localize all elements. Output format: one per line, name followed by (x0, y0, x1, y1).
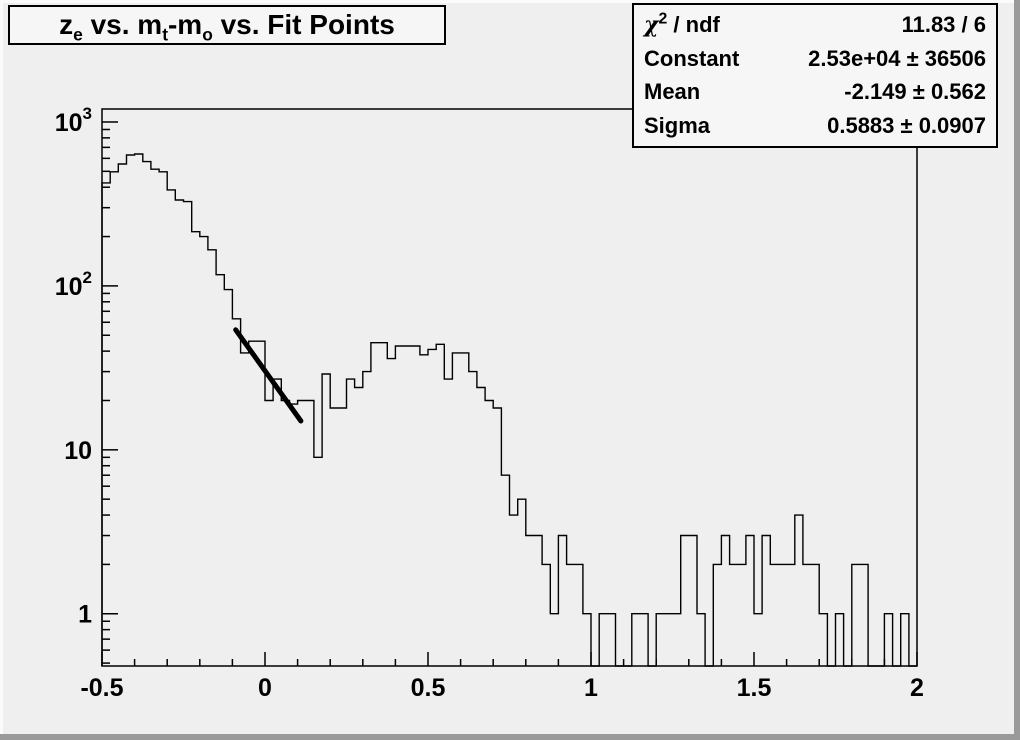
x-tick-label: 1 (584, 674, 598, 702)
title-part: vs. Fit Points (212, 9, 395, 40)
title-part: -m (167, 9, 203, 40)
stats-value-constant: 2.53e+04 ± 36506 (808, 45, 986, 71)
y-tick-label: 103 (55, 104, 92, 137)
plot-title-box: ze vs. mt-mo vs. Fit Points (8, 5, 446, 45)
canvas-bevel-bottom (0, 734, 1020, 740)
stats-row-sigma: Sigma 0.5883 ± 0.0907 (644, 113, 986, 139)
stats-label-sigma: Sigma (644, 113, 711, 139)
stats-value-sigma: 0.5883 ± 0.0907 (827, 113, 986, 139)
histogram-line (101, 153, 917, 667)
y-tick-label: 102 (55, 268, 92, 301)
x-tick-label: -0.5 (80, 674, 123, 702)
chi-rest: / ndf (667, 11, 720, 37)
stats-value-mean: -2.149 ± 0.562 (844, 79, 986, 105)
stats-value-chi2: 11.83 / 6 (901, 11, 986, 37)
stats-row-chi2: χ2 / ndf 11.83 / 6 (644, 10, 986, 38)
stats-row-constant: Constant 2.53e+04 ± 36506 (644, 46, 986, 72)
stats-label-constant: Constant (644, 45, 740, 71)
title-part: vs. m (82, 9, 163, 40)
y-tick-label: 10 (64, 437, 92, 465)
title-subscript: t (162, 24, 168, 45)
x-tick-label: 2 (910, 674, 924, 702)
chi-symbol: χ (644, 11, 659, 38)
canvas-bevel-top (0, 0, 1020, 3)
x-tick-label: 0.5 (411, 674, 446, 702)
x-tick-label: 1.5 (737, 674, 772, 702)
fit-line (233, 327, 304, 424)
y-tick-label: 1 (78, 601, 92, 629)
title-subscript: e (73, 24, 83, 45)
title-text: ze vs. mt-mo vs. Fit Points (59, 9, 395, 43)
chi-exponent: 2 (658, 10, 668, 28)
stats-label-chi2: χ2 / ndf (644, 10, 720, 38)
plot-frame (101, 108, 918, 667)
x-tick-label: 0 (258, 674, 272, 702)
stats-box: χ2 / ndf 11.83 / 6 Constant 2.53e+04 ± 3… (632, 3, 998, 148)
canvas-bevel-left (0, 0, 3, 740)
canvas-bevel-right (1014, 0, 1020, 740)
title-part: z (59, 9, 74, 40)
title-subscript: o (202, 24, 213, 45)
stats-label-mean: Mean (644, 79, 701, 105)
stats-row-mean: Mean -2.149 ± 0.562 (644, 79, 986, 105)
